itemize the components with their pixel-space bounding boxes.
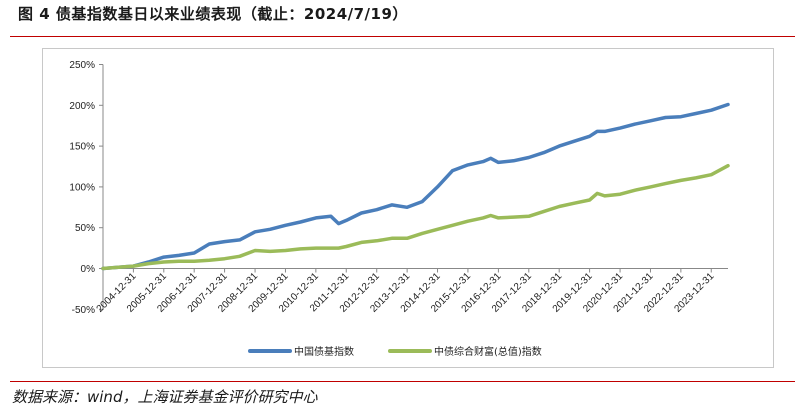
legend-label-1: 中国债基指数 (294, 345, 354, 358)
figure-title: 图 4 债基指数基日以来业绩表现（截止：2024/7/19） (18, 5, 408, 23)
y-tick-label: 150% (69, 142, 95, 153)
source-note: 数据来源：wind，上海证券基金评价研究中心 (12, 388, 318, 406)
y-tick-label: 0% (81, 264, 96, 275)
series-line-1 (101, 102, 730, 271)
y-tick-label: 50% (75, 223, 95, 234)
bottom-divider (10, 381, 795, 382)
y-tick-label: 200% (69, 101, 95, 112)
legend-label-2: 中债综合财富(总值)指数 (434, 345, 542, 358)
y-tick-label: 250% (69, 60, 95, 71)
top-divider (10, 36, 795, 37)
y-tick-label: 100% (69, 182, 95, 193)
y-tick-label: -50% (72, 305, 95, 316)
chart-frame (42, 48, 774, 368)
series-line-2 (101, 163, 730, 271)
